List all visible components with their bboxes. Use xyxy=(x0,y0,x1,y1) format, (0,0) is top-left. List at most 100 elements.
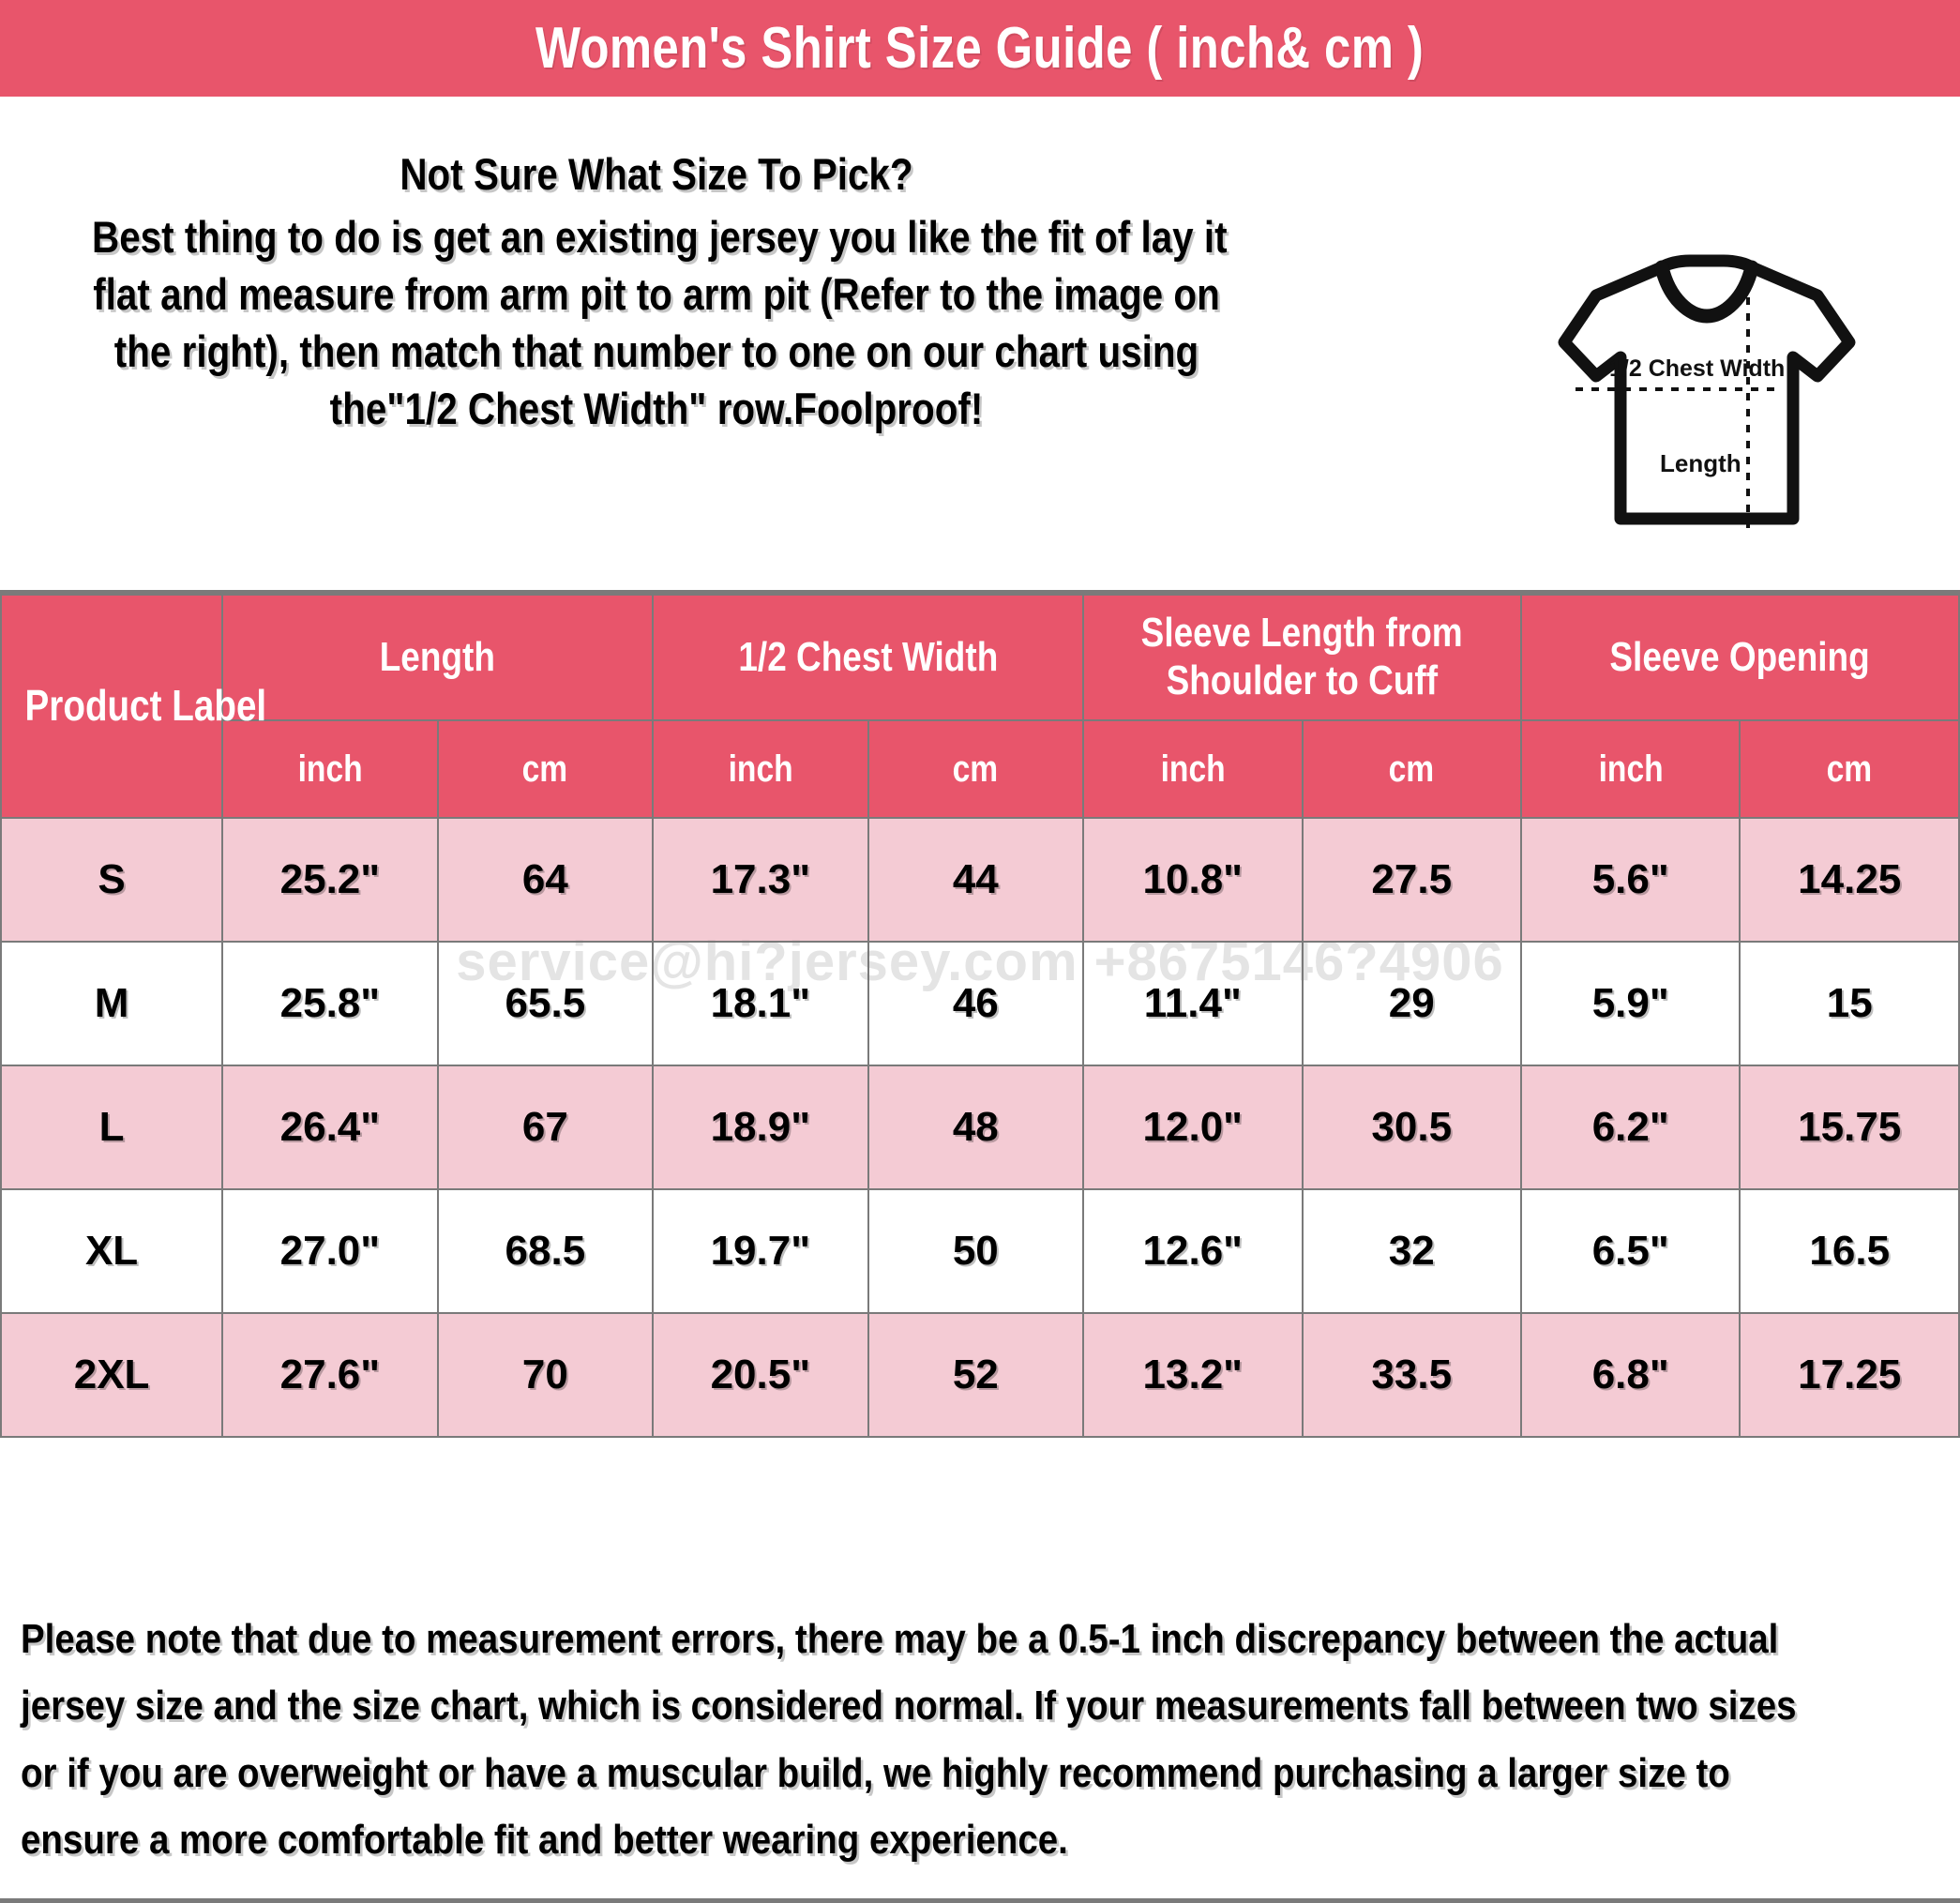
header-group-sleeve-opening-text: Sleeve Opening xyxy=(1609,634,1871,681)
page-title: Women's Shirt Size Guide ( inch& cm ) xyxy=(535,16,1425,81)
cell-chest-inch: 17.3" xyxy=(652,817,869,943)
row-size-label: S xyxy=(0,817,224,943)
cell-length-inch: 26.4" xyxy=(221,1065,439,1190)
table-row: S 25.2" 64 17.3" 44 10.8" 27.5 5.6" 14.2… xyxy=(0,817,1960,943)
header-unit-length-cm: cm xyxy=(436,719,655,819)
header-group-length: Length xyxy=(221,594,655,721)
cell-sleeve-length-cm: 30.5 xyxy=(1301,1065,1522,1190)
intro-line-2: flat and measure from arm pit to arm pit… xyxy=(93,269,1220,320)
intro-question: Not Sure What Size To Pick? xyxy=(400,149,913,199)
header-unit-sleeve-length-cm: cm xyxy=(1301,719,1522,819)
cell-sleeve-opening-inch: 6.5" xyxy=(1519,1188,1741,1314)
header-unit-sleeve-length-inch: inch xyxy=(1082,719,1304,819)
row-size-label: 2XL xyxy=(0,1312,224,1438)
cell-length-inch: 25.2" xyxy=(221,817,439,943)
footer-line-3: or if you are overweight or have a muscu… xyxy=(21,1749,1730,1796)
cell-sleeve-opening-cm: 16.5 xyxy=(1739,1188,1960,1314)
header-unit-sleeve-opening-cm-text: cm xyxy=(1826,748,1873,790)
table-row: M 25.8" 65.5 18.1" 46 11.4" 29 5.9" 15 xyxy=(0,941,1960,1066)
table-header-group-row: Product Label Length 1/2 Chest Width Sle… xyxy=(0,594,1960,819)
footer-disclaimer: Please note that due to measurement erro… xyxy=(0,1594,1960,1873)
header-group-sleeve-length: Sleeve Length from Shoulder to Cuff xyxy=(1082,594,1522,721)
header-group-sleeve-length-line1: Sleeve Length from xyxy=(1141,610,1464,657)
header-unit-sleeve-length-cm-text: cm xyxy=(1388,748,1435,790)
row-size-label: M xyxy=(0,941,224,1066)
cell-sleeve-opening-cm: 17.25 xyxy=(1739,1312,1960,1438)
cell-chest-cm: 48 xyxy=(867,1065,1085,1190)
cell-chest-cm: 52 xyxy=(867,1312,1085,1438)
cell-sleeve-length-cm: 32 xyxy=(1301,1188,1522,1314)
table-row: 2XL 27.6" 70 20.5" 52 13.2" 33.5 6.8" 17… xyxy=(0,1312,1960,1438)
footer-line-1: Please note that due to measurement erro… xyxy=(21,1616,1779,1662)
cell-length-cm: 68.5 xyxy=(436,1188,655,1314)
header-unit-chest-inch-text: inch xyxy=(728,748,793,790)
header-unit-sleeve-opening-inch-text: inch xyxy=(1598,748,1664,790)
header-product-label: Product Label xyxy=(0,594,266,819)
table-header: Product Label Length 1/2 Chest Width Sle… xyxy=(0,594,1960,819)
cell-chest-cm: 44 xyxy=(867,817,1085,943)
header-group-chest-width-text: 1/2 Chest Width xyxy=(738,634,999,681)
table-row: L 26.4" 67 18.9" 48 12.0" 30.5 6.2" 15.7… xyxy=(0,1065,1960,1190)
cell-length-cm: 67 xyxy=(436,1065,655,1190)
cell-sleeve-opening-cm: 14.25 xyxy=(1739,817,1960,943)
cell-length-cm: 65.5 xyxy=(436,941,655,1066)
header-unit-chest-inch: inch xyxy=(652,719,869,819)
footer-line-4: ensure a more comfortable fit and better… xyxy=(21,1816,1068,1863)
cell-sleeve-length-inch: 13.2" xyxy=(1082,1312,1304,1438)
cell-length-cm: 64 xyxy=(436,817,655,943)
cell-length-cm: 70 xyxy=(436,1312,655,1438)
cell-sleeve-opening-inch: 5.9" xyxy=(1519,941,1741,1066)
table-body: S 25.2" 64 17.3" 44 10.8" 27.5 5.6" 14.2… xyxy=(0,817,1960,1438)
intro-section: Not Sure What Size To Pick? Best thing t… xyxy=(0,97,1960,594)
header-unit-sleeve-opening-inch: inch xyxy=(1519,719,1741,819)
intro-line-1: Best thing to do is get an existing jers… xyxy=(92,212,1228,263)
footer-line-2: jersey size and the size chart, which is… xyxy=(21,1683,1797,1729)
size-chart-table: Product Label Length 1/2 Chest Width Sle… xyxy=(0,594,1960,1438)
header-unit-sleeve-length-inch-text: inch xyxy=(1160,748,1226,790)
cell-sleeve-opening-cm: 15.75 xyxy=(1739,1065,1960,1190)
header-group-length-text: Length xyxy=(380,634,496,681)
table-row: XL 27.0" 68.5 19.7" 50 12.6" 32 6.5" 16.… xyxy=(0,1188,1960,1314)
header-group-sleeve-length-line2: Shoulder to Cuff xyxy=(1166,657,1439,703)
cell-length-inch: 27.6" xyxy=(221,1312,439,1438)
header-unit-sleeve-opening-cm: cm xyxy=(1739,719,1960,819)
cell-sleeve-length-inch: 11.4" xyxy=(1082,941,1304,1066)
cell-sleeve-length-cm: 27.5 xyxy=(1301,817,1522,943)
tshirt-diagram: 1/2 Chest Width Length xyxy=(1519,237,1894,537)
intro-text-block: Not Sure What Size To Pick? Best thing t… xyxy=(92,145,1228,437)
diagram-chest-label: 1/2 Chest Width xyxy=(1609,355,1785,382)
cell-length-inch: 25.8" xyxy=(221,941,439,1066)
cell-sleeve-length-inch: 12.0" xyxy=(1082,1065,1304,1190)
cell-chest-inch: 18.9" xyxy=(652,1065,869,1190)
cell-sleeve-length-inch: 12.6" xyxy=(1082,1188,1304,1314)
cell-chest-inch: 19.7" xyxy=(652,1188,869,1314)
cell-sleeve-opening-inch: 6.2" xyxy=(1519,1065,1741,1190)
cell-chest-cm: 46 xyxy=(867,941,1085,1066)
cell-chest-cm: 50 xyxy=(867,1188,1085,1314)
row-size-label: XL xyxy=(0,1188,224,1314)
header-unit-length-inch-text: inch xyxy=(297,748,363,790)
header-unit-length-cm-text: cm xyxy=(522,748,568,790)
cell-sleeve-opening-cm: 15 xyxy=(1739,941,1960,1066)
intro-line-4: the"1/2 Chest Width" row.Foolproof! xyxy=(329,384,984,434)
header-unit-chest-cm-text: cm xyxy=(953,748,999,790)
cell-chest-inch: 18.1" xyxy=(652,941,869,1066)
cell-length-inch: 27.0" xyxy=(221,1188,439,1314)
cell-sleeve-opening-inch: 6.8" xyxy=(1519,1312,1741,1438)
header-unit-chest-cm: cm xyxy=(867,719,1085,819)
header-product-label-text: Product Label xyxy=(24,681,267,731)
bottom-divider xyxy=(0,1898,1960,1903)
cell-sleeve-length-cm: 33.5 xyxy=(1301,1312,1522,1438)
intro-line-3: the right), then match that number to on… xyxy=(113,326,1199,377)
cell-chest-inch: 20.5" xyxy=(652,1312,869,1438)
row-size-label: L xyxy=(0,1065,224,1190)
header-group-chest-width: 1/2 Chest Width xyxy=(652,594,1085,721)
cell-sleeve-opening-inch: 5.6" xyxy=(1519,817,1741,943)
cell-sleeve-length-inch: 10.8" xyxy=(1082,817,1304,943)
table-header-unit-row: inch cm inch cm inch cm inch cm xyxy=(1,719,1960,819)
header-group-sleeve-opening: Sleeve Opening xyxy=(1519,594,1960,721)
page-title-bar: Women's Shirt Size Guide ( inch& cm ) xyxy=(0,0,1960,97)
header-unit-length-inch: inch xyxy=(221,719,439,819)
tshirt-outline-icon xyxy=(1558,254,1856,525)
